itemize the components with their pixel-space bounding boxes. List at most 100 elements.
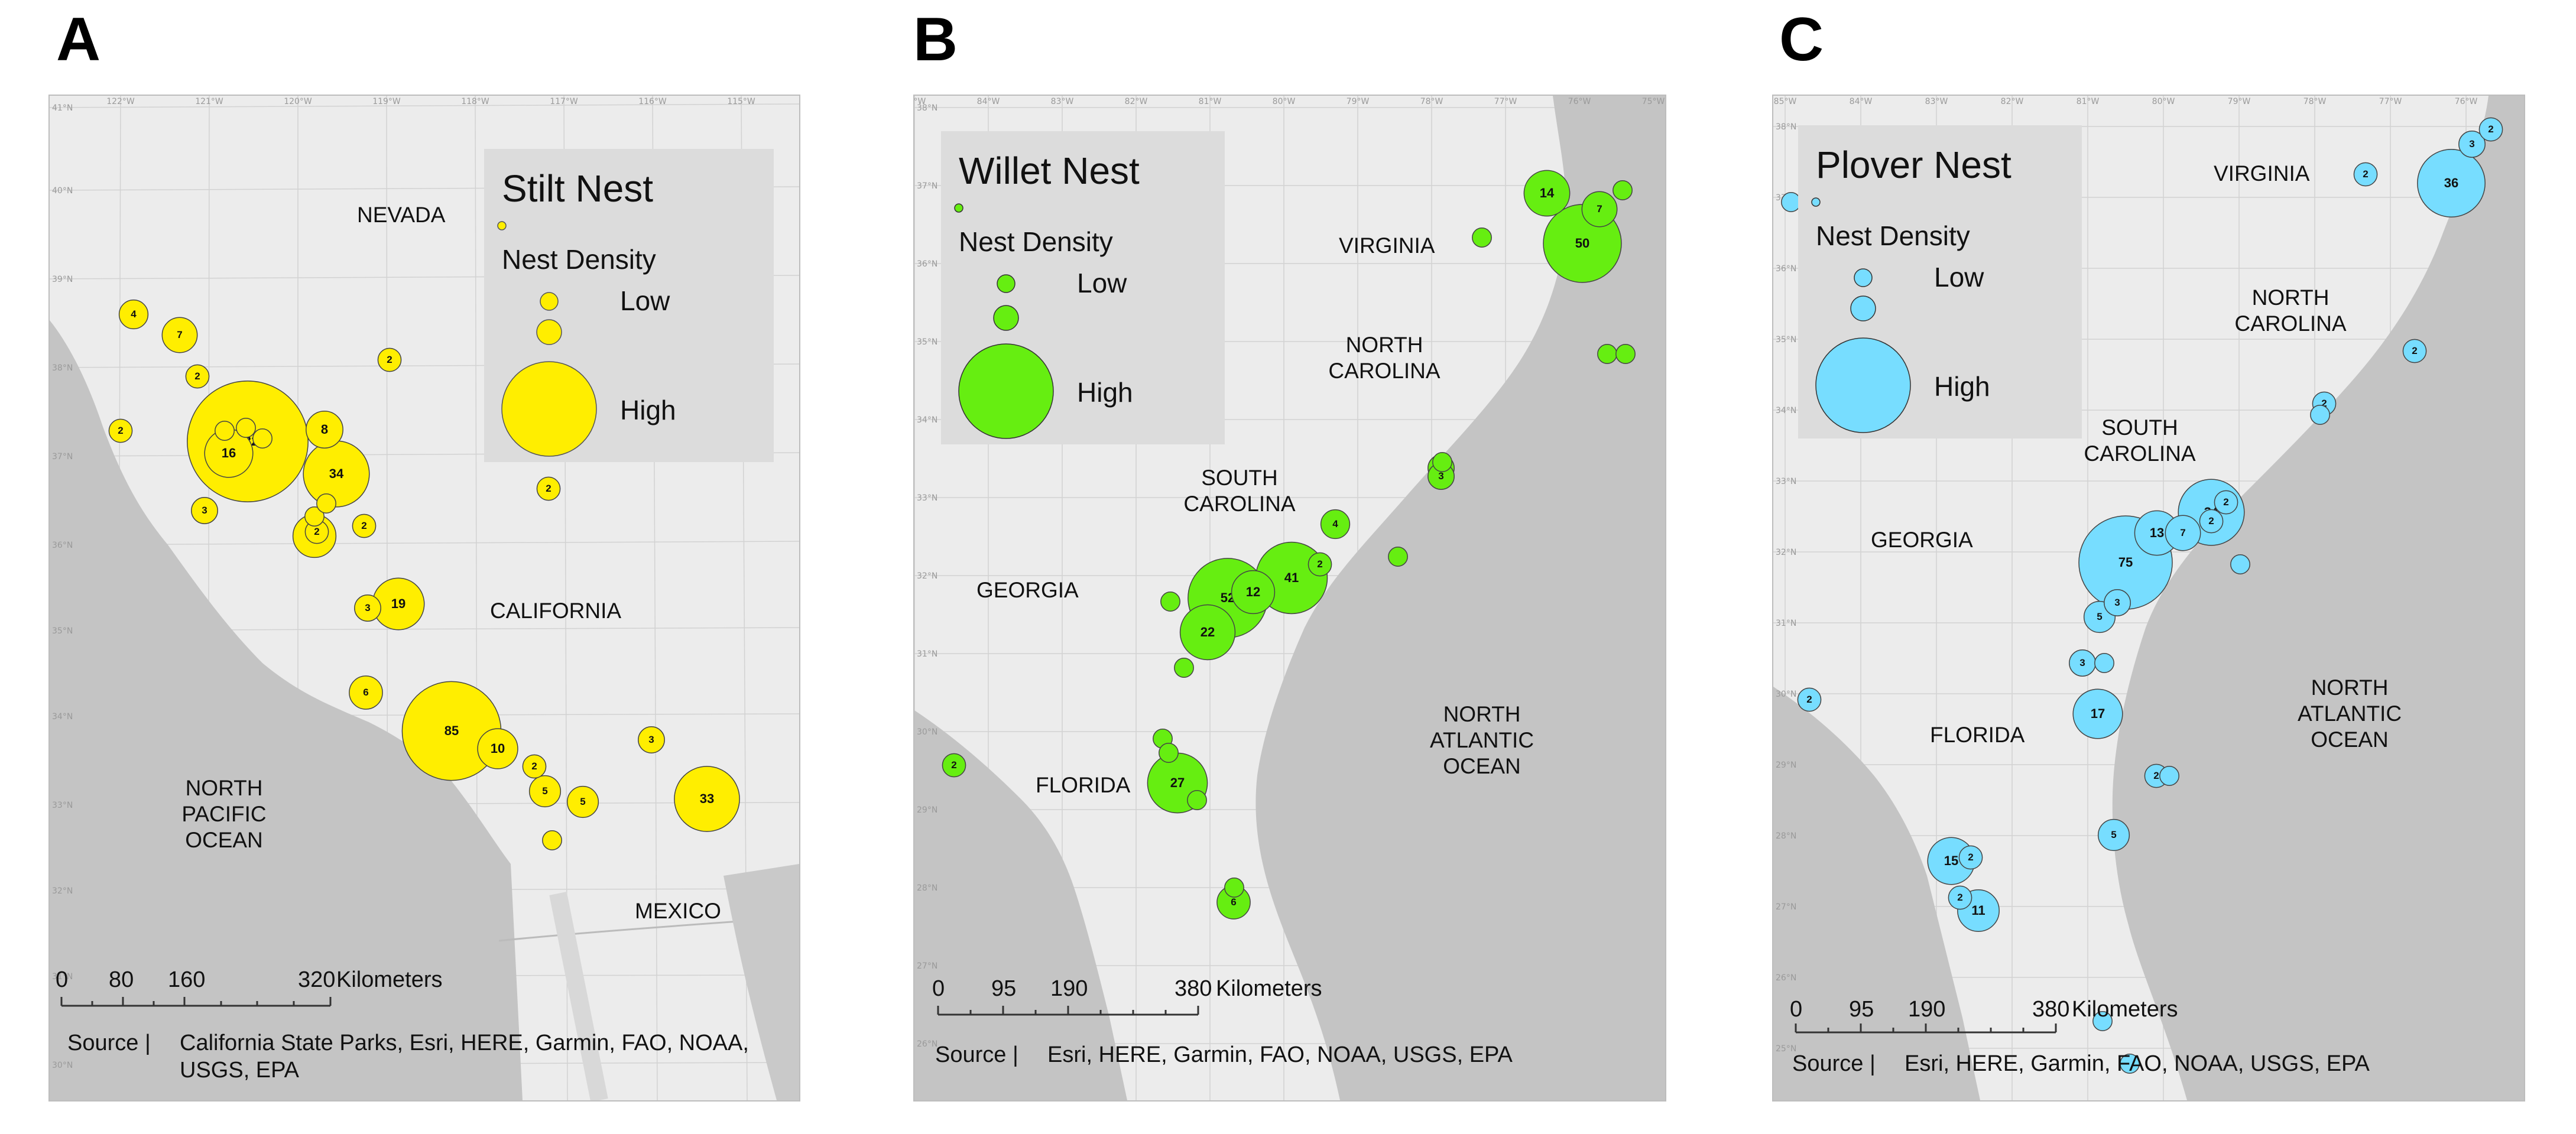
legend-low-dot [997,274,1016,293]
nest-count-label: 3 [648,734,654,745]
nest-density-dot[interactable] [349,675,383,710]
scale-tick-label: 0 [932,976,945,1001]
nest-density-dot[interactable] [2092,1011,2113,1031]
nest-density-dot[interactable] [942,753,966,778]
nest-density-dot[interactable] [1159,743,1179,763]
nest-density-dot[interactable] [108,418,133,443]
nest-density-dot[interactable] [1308,552,1332,577]
lon-tick-label: 79°W [2228,97,2251,106]
nest-density-dot[interactable] [161,317,198,353]
nest-density-dot[interactable] [354,594,381,622]
legend-min-dot [497,221,507,230]
nest-density-dot[interactable] [2417,149,2486,217]
nest-density-dot[interactable] [1597,344,1617,364]
nest-density-dot[interactable] [1613,180,1633,200]
lon-tick-label: 76°W [1568,97,1591,106]
nest-density-dot[interactable] [2478,117,2503,142]
nest-density-dot[interactable] [2214,490,2238,515]
nest-density-dot[interactable] [674,766,740,832]
nest-density-dot[interactable] [1160,592,1180,612]
nest-density-dot[interactable] [118,299,149,330]
source-text: Esri, HERE, Garmin, FAO, NOAA, USGS, EPA [1905,1051,2370,1076]
scale-tick-label: 190 [1050,976,1088,1001]
nest-density-dot[interactable] [2094,653,2114,673]
nest-density-dot[interactable] [352,514,377,538]
nest-density-dot[interactable] [1615,344,1636,364]
nest-count-label: 13 [2150,525,2164,540]
nest-density-dot[interactable] [185,364,210,389]
nest-density-dot[interactable] [1432,452,1452,472]
nest-density-dot[interactable] [522,754,547,779]
nest-count-label: 7 [177,329,182,340]
legend-min-dot [954,203,963,213]
nest-layer: 122°W 121°W 120°W 119°W 118°W 117°W 116°W 115°W… [52,97,755,1070]
place-label: NORTH PACIFIC OCEAN [181,776,267,852]
nest-density-dot[interactable] [2072,688,2123,739]
lon-tick-label: 80°W [2152,97,2175,106]
nest-density-dot[interactable] [1797,687,1822,712]
nest-density-dot[interactable] [2165,515,2201,551]
nest-density-dot[interactable] [2104,589,2131,616]
nest-density-dot[interactable] [566,785,599,818]
scale-tick-label: 380 [1175,976,1212,1001]
nest-density-dot[interactable] [2230,554,2250,574]
nest-density-dot[interactable] [2353,162,2378,187]
nest-count-label: 3 [2469,138,2474,150]
lon-tick-label: 77°W [2379,97,2402,106]
place-label: GEORGIA [1871,528,1973,552]
nest-density-dot[interactable] [2402,339,2427,363]
lon-tick-label: 82°W [1125,97,1148,106]
nest-count-label: 5 [2097,611,2102,622]
nest-density-dot[interactable] [252,428,272,449]
nest-density-dot[interactable] [1231,570,1276,615]
nest-density-dot[interactable] [1523,170,1571,217]
nest-density-dot[interactable] [2159,766,2179,786]
scale-bar [1795,1023,2057,1034]
panel-a-map[interactable]: 122°W 121°W 120°W 119°W 118°W 117°W 116°W 115°W… [48,95,800,1101]
nest-density-dot[interactable] [528,775,562,808]
nest-density-dot[interactable] [638,726,665,753]
legend-high-dot [958,343,1054,439]
nest-count-label: 3 [365,602,370,613]
nest-count-label: 6 [1231,896,1236,908]
nest-density-dot[interactable] [2458,131,2486,158]
nest-density-dot[interactable] [191,497,218,524]
nest-density-dot[interactable] [2120,1054,2140,1074]
nest-density-dot[interactable] [1948,885,1972,910]
nest-density-dot[interactable] [304,506,325,527]
lat-tick-label: 36°N [1776,264,1796,274]
nest-count-label: 36 [2444,176,2458,190]
panel-b-map[interactable]: 85°W 84°W 83°W 82°W 81°W 80°W 79°W 78°W 77°W 76°W… [913,95,1666,1101]
nest-density-dot[interactable] [2199,509,2224,534]
nest-density-dot[interactable] [215,421,235,441]
nest-count-label: 5 [542,785,547,797]
nest-density-dot[interactable] [316,493,336,514]
nest-density-dot[interactable] [1320,509,1351,540]
lat-tick-label: 29°N [1776,761,1796,770]
nest-density-dot[interactable] [236,418,256,438]
nest-density-dot[interactable] [1581,191,1618,228]
lat-tick-label: 30°N [1776,690,1796,699]
nest-density-dot[interactable] [536,476,561,501]
panel-c-map[interactable]: 85°W 84°W 83°W 82°W 81°W 80°W 79°W 78°W 77°W 76°W… [1772,95,2525,1101]
nest-count-label: 7 [2180,527,2185,538]
legend-title: Plover Nest [1816,144,2012,186]
nest-density-dot[interactable] [477,728,518,769]
nest-density-dot[interactable] [542,830,562,850]
nest-count-label: 2 [2223,496,2228,508]
nest-density-dot[interactable] [1174,658,1194,678]
nest-density-dot[interactable] [2097,818,2130,852]
nest-density-dot[interactable] [306,411,343,449]
nest-density-dot[interactable] [1472,228,1492,248]
nest-density-dot[interactable] [1187,790,1207,810]
scale-tick-label: 95 [991,976,1017,1001]
nest-density-dot[interactable] [1388,547,1408,567]
nest-density-dot[interactable] [2310,405,2330,425]
nest-density-dot[interactable] [377,347,402,372]
nest-density-dot[interactable] [1958,845,1983,870]
legend-high-label: High [1934,371,1990,402]
nest-density-dot[interactable] [1224,878,1244,898]
nest-density-dot[interactable] [1179,604,1236,661]
lat-tick-label: 27°N [917,961,937,971]
nest-count-label: 2 [2321,398,2327,409]
